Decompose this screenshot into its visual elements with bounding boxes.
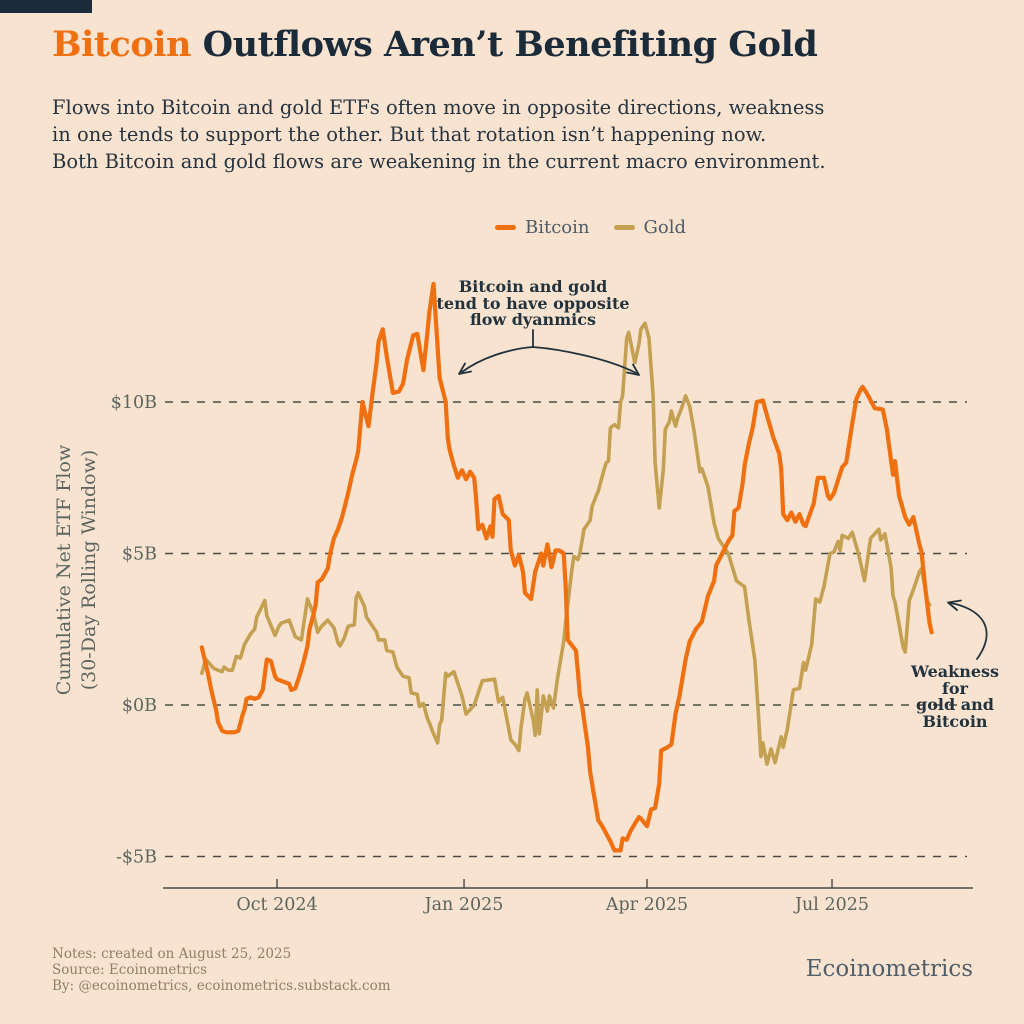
series-lines: [199, 281, 934, 853]
y-tick-label: $10B: [111, 393, 157, 413]
annotation-arrows: [458, 329, 988, 660]
gold-line: [200, 321, 932, 766]
gold-line-swatch-icon: [613, 225, 635, 230]
opposite-arrowhead-left: [458, 362, 472, 375]
gridlines: $10B $5B $0B -$5B: [111, 393, 967, 868]
chart-legend: Bitcoin Gold: [495, 217, 686, 238]
y-tick-label: $0B: [122, 696, 157, 716]
weakness-arrowhead: [947, 599, 962, 611]
weakness-arrow: [949, 602, 988, 660]
legend-label-bitcoin: Bitcoin: [525, 217, 590, 238]
y-tick-label: $5B: [122, 545, 157, 565]
bitcoin-line-swatch-icon: [495, 225, 516, 230]
x-tick-label: Apr 2025: [605, 895, 688, 915]
brand-wordmark: Ecoinometrics: [805, 956, 973, 982]
page-title: Bitcoin Outflows Aren’t Benefiting Gold: [52, 24, 818, 65]
legend-item-bitcoin: Bitcoin: [495, 217, 590, 238]
annotation-opposite-flows: Bitcoin and gold tend to have opposite f…: [436, 277, 630, 329]
subtitle: Flows into Bitcoin and gold ETFs often m…: [52, 96, 826, 173]
title-highlight: Bitcoin: [52, 24, 191, 65]
x-tick-label: Oct 2024: [236, 895, 317, 915]
legend-label-gold: Gold: [643, 217, 687, 238]
legend-item-gold: Gold: [613, 217, 687, 238]
brand-logo-block: [0, 0, 92, 13]
opposite-brace-arrow: [461, 329, 637, 374]
x-tick-label: Jan 2025: [423, 895, 504, 915]
y-tick-label: -$5B: [116, 848, 157, 868]
title-rest: Outflows Aren’t Benefiting Gold: [190, 24, 818, 65]
bitcoin-line: [199, 281, 934, 853]
x-axis: Oct 2024 Jan 2025 Apr 2025 Jul 2025: [163, 879, 973, 915]
y-axis-title: Cumulative Net ETF Flow (30-Day Rolling …: [53, 444, 100, 696]
footer-notes: Notes: created on August 25, 2025 Source…: [52, 946, 391, 994]
annotation-weakness: Weakness for gold and Bitcoin: [910, 662, 1000, 731]
x-tick-label: Jul 2025: [793, 895, 869, 915]
opposite-arrowhead-right: [626, 363, 640, 376]
